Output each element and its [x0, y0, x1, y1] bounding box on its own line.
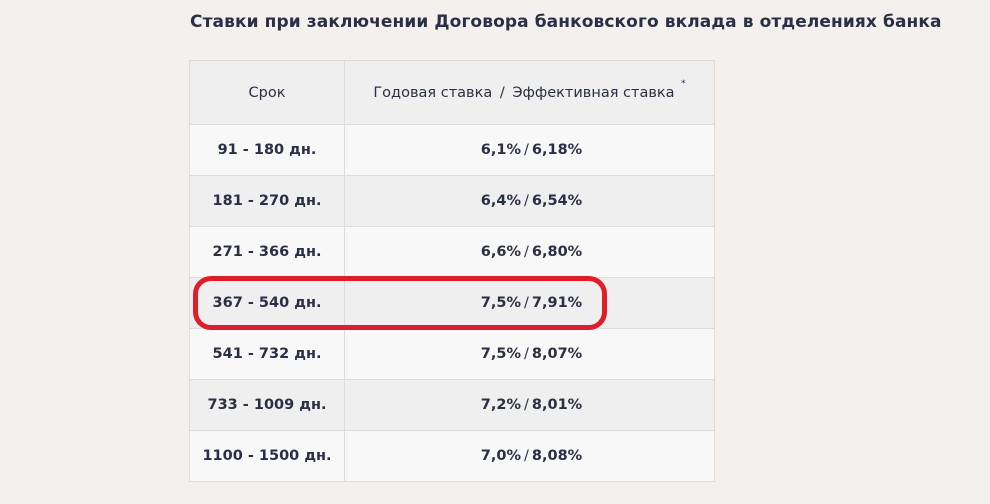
table-row-highlighted: 367 - 540 дн. 7,5%/7,91% — [189, 277, 715, 329]
term-cell: 1100 - 1500 дн. — [189, 430, 345, 482]
rate-cell: 7,0%/8,08% — [344, 430, 715, 482]
table-row: 1100 - 1500 дн. 7,0%/8,08% — [189, 430, 715, 482]
rate-column-header: Годовая ставка / Эффективная ставка * — [344, 60, 715, 125]
rate-cell: 6,1%/6,18% — [344, 124, 715, 176]
term-cell: 541 - 732 дн. — [189, 328, 345, 380]
effective-rate-value: 6,80% — [531, 244, 583, 260]
term-cell: 733 - 1009 дн. — [189, 379, 345, 431]
annual-rate-value: 7,5% — [480, 346, 521, 362]
term-cell: 91 - 180 дн. — [189, 124, 345, 176]
annual-rate-value: 7,2% — [480, 397, 521, 413]
table-row: 733 - 1009 дн. 7,2%/8,01% — [189, 379, 715, 431]
rate-separator: / — [524, 397, 529, 413]
table-header-row: Срок Годовая ставка / Эффективная ставка… — [189, 60, 715, 125]
rate-cell: 6,6%/6,80% — [344, 226, 715, 278]
rate-separator: / — [524, 346, 529, 362]
rate-separator: / — [499, 84, 505, 101]
effective-rate-value: 8,07% — [531, 346, 583, 362]
page-title: Ставки при заключении Договора банковско… — [190, 12, 942, 32]
table-row: 181 - 270 дн. 6,4%/6,54% — [189, 175, 715, 227]
annual-rate-value: 6,4% — [480, 193, 521, 209]
term-cell: 367 - 540 дн. — [189, 277, 345, 329]
effective-rate-value: 8,08% — [531, 448, 583, 464]
footnote-mark: * — [681, 78, 686, 89]
annual-rate-value: 7,5% — [480, 295, 521, 311]
annual-rate-header: Годовая ставка — [373, 84, 493, 101]
term-cell: 271 - 366 дн. — [189, 226, 345, 278]
rate-separator: / — [524, 295, 529, 311]
effective-rate-value: 8,01% — [531, 397, 583, 413]
rate-cell: 7,2%/8,01% — [344, 379, 715, 431]
table-row: 271 - 366 дн. 6,6%/6,80% — [189, 226, 715, 278]
rate-separator: / — [524, 448, 529, 464]
rate-separator: / — [524, 142, 529, 158]
term-cell: 181 - 270 дн. — [189, 175, 345, 227]
table-row: 541 - 732 дн. 7,5%/8,07% — [189, 328, 715, 380]
annual-rate-value: 6,6% — [480, 244, 521, 260]
effective-rate-value: 6,18% — [531, 142, 583, 158]
effective-rate-value: 6,54% — [531, 193, 583, 209]
effective-rate-header: Эффективная ставка — [512, 84, 675, 101]
effective-rate-value: 7,91% — [531, 295, 583, 311]
table-row: 91 - 180 дн. 6,1%/6,18% — [189, 124, 715, 176]
annual-rate-value: 6,1% — [480, 142, 521, 158]
annual-rate-value: 7,0% — [480, 448, 521, 464]
rate-cell: 6,4%/6,54% — [344, 175, 715, 227]
deposit-rates-table: Срок Годовая ставка / Эффективная ставка… — [189, 60, 715, 482]
rate-cell: 7,5%/7,91% — [344, 277, 715, 329]
rate-cell: 7,5%/8,07% — [344, 328, 715, 380]
rate-separator: / — [524, 193, 529, 209]
rate-separator: / — [524, 244, 529, 260]
term-column-header: Срок — [189, 60, 345, 125]
